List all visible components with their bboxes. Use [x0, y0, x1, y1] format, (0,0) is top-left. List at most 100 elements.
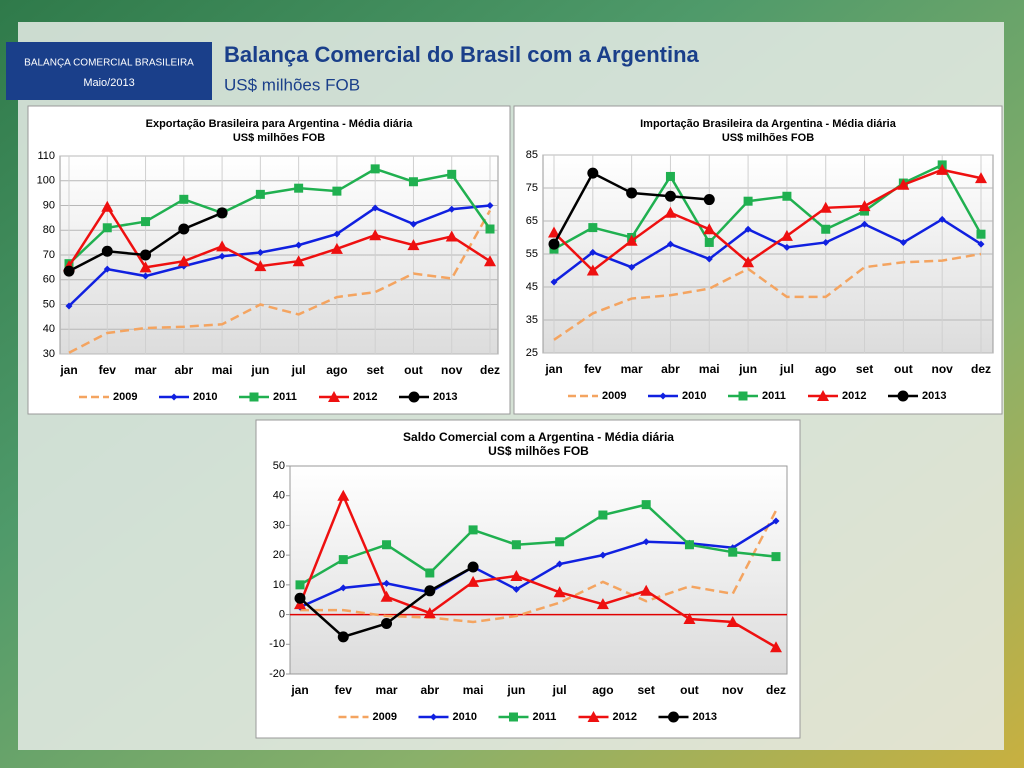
marker	[659, 392, 667, 400]
marker	[486, 202, 494, 209]
marker	[822, 238, 830, 246]
marker	[337, 489, 350, 501]
legend-label: 2009	[602, 390, 626, 402]
series	[63, 207, 228, 277]
marker	[294, 183, 304, 193]
x-tick-label: fev	[335, 683, 353, 697]
marker	[448, 205, 456, 213]
legend-label: 2010	[453, 711, 477, 723]
x-tick-label: jan	[59, 363, 77, 377]
x-tick-label: mar	[135, 363, 157, 377]
legend-label: 2009	[373, 711, 397, 723]
marker	[975, 172, 987, 184]
marker	[782, 191, 792, 201]
chart-title: Exportação Brasileira para Argentina - M…	[146, 118, 414, 130]
marker	[509, 712, 518, 722]
marker	[218, 252, 226, 260]
marker	[599, 551, 607, 559]
marker	[468, 525, 478, 535]
y-tick-label: 30	[43, 348, 55, 360]
x-tick-label: nov	[722, 683, 744, 697]
marker	[861, 220, 869, 228]
series-line	[68, 209, 492, 354]
marker	[381, 617, 393, 629]
marker	[63, 265, 75, 277]
x-tick-label: jul	[291, 363, 306, 377]
marker	[664, 206, 677, 218]
y-tick-label: 110	[37, 150, 55, 162]
marker	[380, 590, 393, 602]
y-tick-label: 80	[43, 224, 55, 236]
marker	[295, 241, 303, 249]
marker	[179, 194, 189, 204]
marker	[738, 391, 748, 401]
marker	[703, 223, 716, 235]
marker	[142, 272, 150, 280]
marker	[65, 302, 73, 310]
badge-date: Maio/2013	[83, 77, 134, 89]
x-tick-label: jan	[544, 362, 562, 376]
marker	[705, 255, 713, 263]
y-tick-label: 40	[273, 490, 285, 502]
legend-label: 2011	[273, 391, 297, 403]
marker	[337, 631, 349, 643]
legend-label: 2011	[533, 711, 557, 723]
y-tick-label: 30	[273, 519, 285, 531]
marker	[370, 164, 380, 174]
badge	[6, 42, 212, 100]
x-tick-label: abr	[420, 683, 439, 697]
x-tick-label: dez	[971, 362, 991, 376]
marker	[586, 264, 599, 276]
marker	[371, 204, 379, 212]
marker	[139, 261, 152, 273]
marker	[467, 561, 479, 573]
x-tick-label: abr	[174, 363, 193, 377]
y-tick-label: 60	[43, 274, 55, 286]
x-tick-label: mai	[463, 683, 484, 697]
marker	[819, 201, 832, 213]
marker	[684, 540, 694, 550]
series	[68, 209, 492, 354]
chart-subtitle: US$ milhões FOB	[488, 444, 589, 458]
legend-label: 2012	[613, 711, 637, 723]
marker	[821, 224, 831, 234]
marker	[936, 163, 949, 175]
marker	[512, 585, 520, 593]
marker	[425, 568, 435, 578]
y-tick-label: 50	[273, 460, 285, 472]
x-tick-label: jan	[290, 683, 308, 697]
marker	[666, 240, 674, 248]
marker	[626, 187, 638, 199]
legend-label: 2009	[113, 391, 137, 403]
marker	[333, 230, 341, 238]
x-tick-label: ago	[815, 362, 836, 376]
y-tick-label: -10	[269, 638, 285, 650]
slide-subtitle: US$ milhões FOB	[224, 75, 360, 94]
series	[550, 215, 985, 286]
x-tick-label: out	[404, 363, 423, 377]
y-tick-label: 35	[526, 314, 538, 326]
x-tick-label: dez	[766, 683, 786, 697]
series-line	[68, 167, 492, 265]
series-line	[68, 204, 491, 307]
marker	[744, 225, 752, 233]
marker	[102, 223, 112, 233]
marker	[328, 391, 340, 402]
series-line	[553, 163, 983, 251]
y-tick-label: 55	[526, 248, 538, 260]
marker	[369, 229, 382, 241]
marker	[783, 243, 791, 251]
y-tick-label: 75	[526, 182, 538, 194]
marker	[771, 552, 781, 562]
marker	[596, 598, 609, 610]
marker	[703, 194, 715, 206]
marker	[897, 390, 909, 402]
marker	[467, 575, 480, 587]
marker	[216, 207, 228, 219]
marker	[485, 224, 495, 234]
series	[548, 167, 715, 250]
legend-label: 2013	[922, 390, 946, 402]
series	[294, 489, 782, 653]
x-tick-label: jul	[779, 362, 794, 376]
